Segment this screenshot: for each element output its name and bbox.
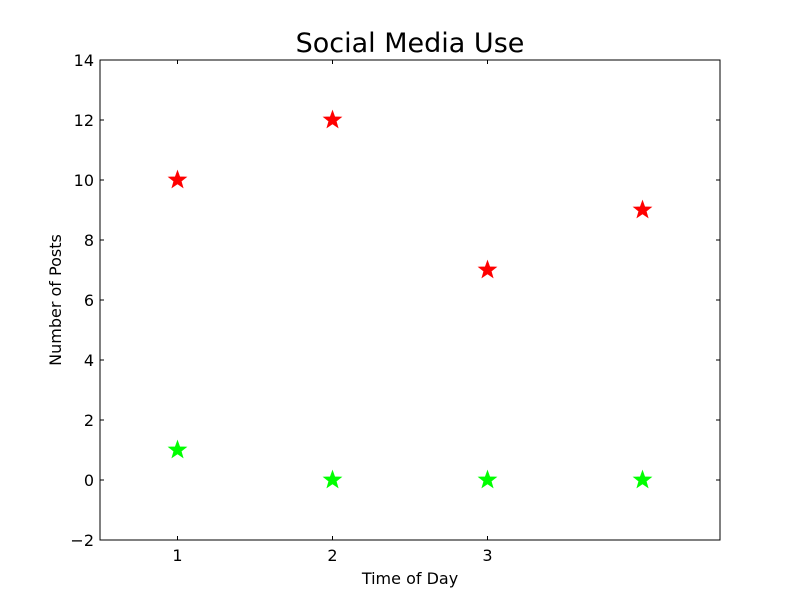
star-marker-point <box>632 469 653 489</box>
y-tick-label: 10 <box>74 171 94 190</box>
star-marker-point <box>632 199 653 219</box>
y-tick-label: −2 <box>70 531 94 550</box>
y-tick-label: 8 <box>84 231 94 250</box>
star-marker-point <box>322 469 343 489</box>
x-tick-label: 2 <box>327 546 337 565</box>
y-axis-label: Number of Posts <box>46 234 65 366</box>
star-marker-point <box>167 439 188 459</box>
y-tick-label: 4 <box>84 351 94 370</box>
y-tick-label: 14 <box>74 51 94 70</box>
y-tick-label: 2 <box>84 411 94 430</box>
data-points-layer <box>167 109 653 489</box>
star-marker-point <box>477 259 498 279</box>
y-tick-label: 12 <box>74 111 94 130</box>
x-axis-label: Time of Day <box>361 569 458 588</box>
star-marker-point <box>167 169 188 189</box>
star-marker-point <box>477 469 498 489</box>
x-tick-label: 3 <box>482 546 492 565</box>
y-tick-label: 0 <box>84 471 94 490</box>
chart-title: Social Media Use <box>296 28 525 59</box>
y-tick-label: 6 <box>84 291 94 310</box>
star-marker-point <box>322 109 343 129</box>
plot-area-frame <box>99 59 721 541</box>
x-tick-label: 1 <box>172 546 182 565</box>
